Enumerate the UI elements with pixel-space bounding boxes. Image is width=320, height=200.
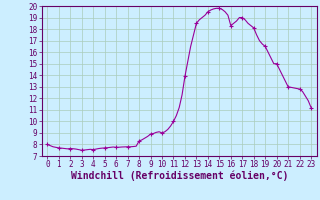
- X-axis label: Windchill (Refroidissement éolien,°C): Windchill (Refroidissement éolien,°C): [70, 171, 288, 181]
